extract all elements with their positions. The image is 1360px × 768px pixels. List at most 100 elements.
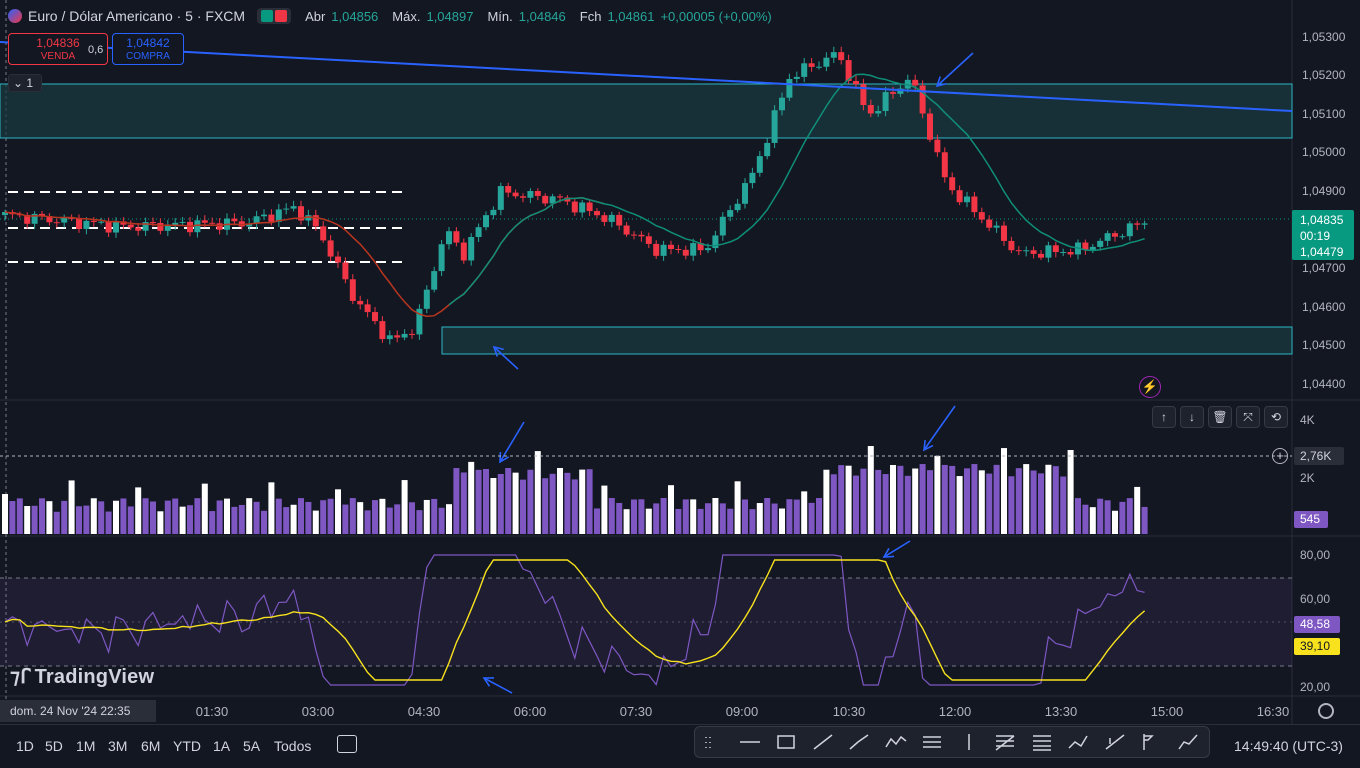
trend-line-icon[interactable] — [810, 732, 836, 752]
spread-value: 0,6 — [88, 44, 104, 56]
rsi-ma-line — [4, 559, 1146, 681]
volume-bar — [201, 483, 208, 534]
candle-body — [557, 196, 563, 198]
volume-bar — [734, 481, 741, 534]
volume-bar — [756, 503, 763, 534]
candle-body — [1112, 233, 1118, 237]
timeframe-1m[interactable]: 1M — [76, 738, 96, 754]
candle-body — [756, 156, 763, 173]
collapse-legend-button[interactable]: ⌄ 1 — [8, 74, 42, 92]
timezone-clock[interactable]: 14:49:40 (UTC-3) — [1234, 738, 1343, 754]
long-position-icon[interactable] — [1138, 732, 1164, 752]
candle-body — [1097, 240, 1104, 247]
volume-bar — [275, 498, 282, 534]
volume-bar — [335, 489, 341, 534]
candle-body — [327, 240, 334, 257]
timeframe-todos[interactable]: Todos — [274, 738, 312, 754]
delete-pane-icon[interactable]: 🗑 — [1208, 406, 1232, 428]
candle-body — [423, 289, 430, 309]
candle-body — [68, 217, 75, 219]
demand-zone — [441, 326, 1293, 355]
time-tick: 10:30 — [832, 704, 866, 719]
candle-body — [742, 183, 748, 204]
time-tick: 12:00 — [938, 704, 972, 719]
timeframe-6m[interactable]: 6M — [141, 738, 161, 754]
gann-fan-icon[interactable] — [1029, 732, 1055, 752]
grip-icon[interactable] — [700, 732, 726, 752]
tv-mark-icon: ⁊ꓩ — [10, 666, 31, 688]
sell-button[interactable]: 1,04836 VENDA — [8, 33, 108, 65]
rsi-tick: 60,00 — [1300, 592, 1331, 606]
candle-body — [275, 209, 282, 222]
pitchfork-icon[interactable] — [1065, 732, 1091, 752]
candle-body — [712, 235, 719, 249]
projection-icon[interactable] — [1102, 732, 1128, 752]
rectangle-icon[interactable] — [773, 732, 799, 752]
volume-bar — [312, 510, 319, 534]
volume-bar — [364, 510, 371, 534]
timeframe-1a[interactable]: 1A — [213, 738, 231, 754]
vertical-line-icon[interactable] — [956, 732, 982, 752]
volume-bar — [712, 498, 719, 534]
candle-body — [61, 217, 68, 223]
volume-bar — [483, 469, 489, 534]
volume-bar — [808, 502, 815, 534]
horizontal-line-icon[interactable] — [737, 732, 763, 752]
parallel-channel-icon[interactable] — [919, 732, 945, 752]
market-status[interactable] — [257, 8, 292, 24]
annotation-arrow — [482, 677, 513, 694]
candle-body — [601, 215, 608, 222]
rsi-tick: 80,00 — [1300, 548, 1331, 562]
candle-body — [594, 211, 600, 216]
move-pane-down-icon[interactable]: ↓ — [1180, 406, 1204, 428]
volume-bar — [1104, 500, 1111, 534]
candle-body — [335, 256, 341, 263]
volume-bar — [105, 511, 112, 534]
candle-body — [468, 236, 475, 261]
candle-body — [231, 218, 238, 222]
timeframe-5d[interactable]: 5D — [45, 738, 63, 754]
candle-body — [505, 186, 512, 193]
path-icon[interactable] — [883, 732, 909, 752]
collapse-pane-icon[interactable]: ⤧ — [1236, 406, 1260, 428]
volume-bar — [231, 506, 238, 534]
move-pane-up-icon[interactable]: ↑ — [1152, 406, 1176, 428]
symbol-title[interactable]: Euro / Dólar Americano · 5 · FXCM — [28, 8, 246, 24]
candle-body — [364, 304, 371, 313]
volume-bar — [830, 474, 837, 534]
tradingview-logo[interactable]: ⁊ꓩ TradingView — [10, 664, 154, 689]
ray-icon[interactable] — [846, 732, 872, 752]
volume-bar — [194, 498, 201, 534]
lightning-icon[interactable]: ⚡ — [1139, 376, 1161, 398]
candle-body — [623, 225, 630, 235]
timeframe-ytd[interactable]: YTD — [173, 738, 201, 754]
low-label: Mín. — [487, 8, 513, 24]
volume-bar — [305, 501, 312, 534]
date-range-icon[interactable] — [337, 735, 357, 753]
current-price-badge: 1,04835 00:19 1,04479 — [1292, 210, 1354, 260]
timeframe-1d[interactable]: 1D — [16, 738, 34, 754]
volume-bar — [1119, 501, 1126, 534]
candle-body — [1038, 253, 1044, 258]
volume-bar — [512, 472, 519, 534]
add-plus-icon[interactable]: + — [1272, 448, 1288, 464]
candle-body — [549, 196, 556, 204]
fib-retracement-icon[interactable] — [992, 732, 1018, 752]
volume-bar — [1089, 507, 1096, 534]
timeframe-5a[interactable]: 5A — [243, 738, 261, 754]
maximize-pane-icon[interactable]: ⟲ — [1264, 406, 1288, 428]
volume-bar — [904, 475, 911, 534]
rsi-tick: 20,00 — [1300, 680, 1331, 694]
volume-bar — [912, 468, 919, 534]
volume-bar — [786, 499, 793, 534]
volume-bar — [68, 480, 75, 534]
candle-body — [956, 190, 963, 203]
buy-button[interactable]: 1,04842 COMPRA — [112, 33, 184, 65]
timeframe-3m[interactable]: 3M — [108, 738, 128, 754]
chart-settings-gear-icon[interactable] — [1318, 703, 1334, 719]
candle-body — [386, 335, 393, 340]
candle-body — [283, 208, 290, 210]
brush-icon[interactable] — [1175, 732, 1201, 752]
annotation-arrow — [882, 540, 911, 558]
